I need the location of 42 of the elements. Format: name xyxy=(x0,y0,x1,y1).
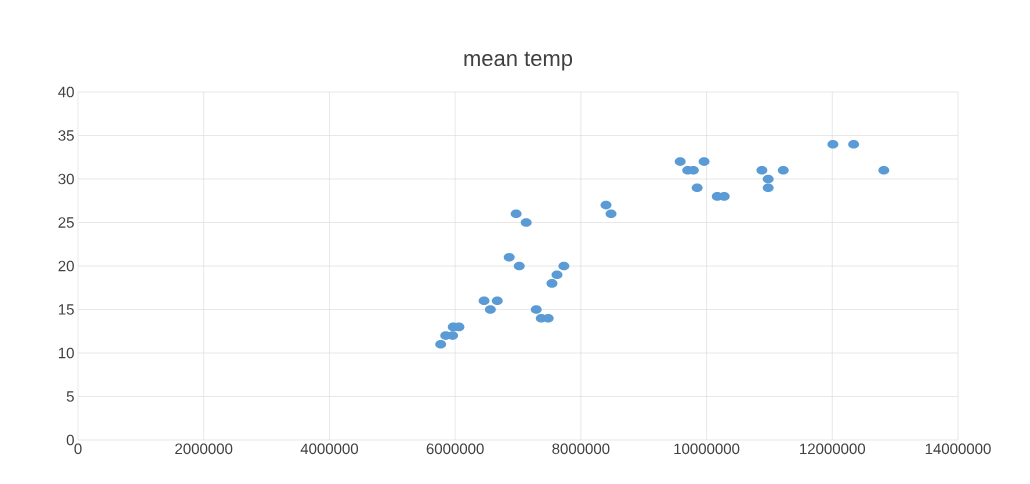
point xyxy=(491,296,503,306)
y-tick-label: 10 xyxy=(58,347,74,359)
y-tick-label: 15 xyxy=(58,304,74,315)
point xyxy=(605,209,617,219)
point xyxy=(478,296,490,306)
x-tick-label: 14000000 xyxy=(925,443,991,455)
point xyxy=(435,339,447,349)
point xyxy=(520,218,532,227)
x-tick-label: 4000000 xyxy=(300,443,359,455)
y-tick-label: 40 xyxy=(58,86,74,98)
y-tick-label: 35 xyxy=(58,130,74,141)
y-tick-label: 20 xyxy=(58,260,74,272)
x-tick-label: 12000000 xyxy=(800,443,866,455)
chart-title: mean temp xyxy=(464,51,573,71)
x-tick-label: 0 xyxy=(74,443,82,455)
point xyxy=(698,157,710,166)
y-tick-label: 0 xyxy=(66,434,74,446)
point xyxy=(777,165,789,175)
point xyxy=(762,174,774,184)
point xyxy=(558,261,570,271)
point xyxy=(600,200,612,210)
point xyxy=(503,252,515,262)
point xyxy=(878,165,890,175)
y-tick-label: 5 xyxy=(66,391,74,402)
point xyxy=(848,139,860,149)
x-tick-label: 6000000 xyxy=(426,443,484,455)
point xyxy=(551,270,563,279)
point xyxy=(691,183,703,192)
point xyxy=(756,165,768,175)
y-tick-label: 30 xyxy=(58,173,74,185)
point xyxy=(530,305,542,314)
point xyxy=(513,261,525,271)
y-tick-label: 25 xyxy=(58,217,74,228)
x-tick-label: 10000000 xyxy=(674,443,740,455)
x-tick-label: 8000000 xyxy=(552,443,610,455)
point xyxy=(674,157,686,166)
point xyxy=(510,209,522,219)
point xyxy=(484,305,496,314)
point xyxy=(546,279,558,288)
x-tick-label: 2000000 xyxy=(175,443,233,455)
point xyxy=(827,139,839,149)
point xyxy=(762,183,774,192)
